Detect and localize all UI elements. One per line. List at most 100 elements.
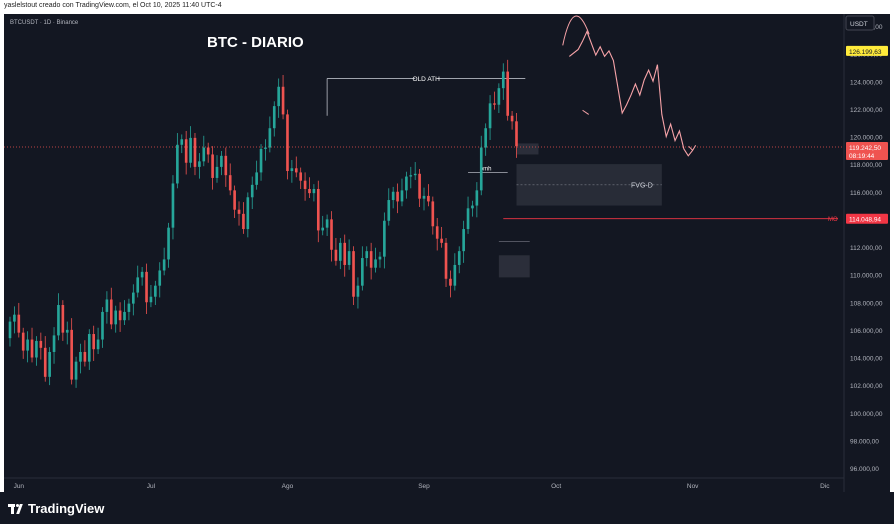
- candle-body: [440, 238, 443, 243]
- candle-body: [484, 128, 487, 148]
- upper-zone: [516, 143, 539, 155]
- candle-body: [65, 329, 69, 333]
- candle-body: [30, 339, 34, 358]
- x-tick-label: Oct: [551, 483, 561, 490]
- candle-body: [453, 264, 457, 286]
- candle-body: [206, 147, 210, 155]
- candle-body: [180, 139, 184, 145]
- candle-body: [114, 310, 118, 325]
- target-price-badge: 126.199,63: [849, 49, 882, 56]
- candle-body: [123, 311, 126, 321]
- candle-body: [149, 296, 153, 303]
- candle-body: [506, 71, 510, 116]
- candle-body: [422, 195, 426, 199]
- currency-badge: [845, 15, 875, 31]
- candle-body: [17, 314, 21, 333]
- candle-body: [70, 329, 73, 380]
- candle-body: [431, 201, 435, 227]
- credit-text: yaslelstout creado con TradingView.com, …: [4, 2, 222, 9]
- pmh-label: pmh: [480, 166, 492, 172]
- candle-body: [255, 172, 258, 185]
- fvg-label: FVG-D: [631, 183, 653, 190]
- candle-body: [193, 137, 197, 167]
- candle-body: [145, 271, 148, 303]
- candle-body: [131, 292, 135, 304]
- candle-body: [61, 305, 65, 333]
- candle-body: [35, 340, 38, 358]
- candle-body: [294, 168, 298, 173]
- candle-body: [250, 184, 254, 198]
- candle-body: [325, 219, 329, 228]
- currency-label: USDT: [850, 21, 868, 28]
- candle-body: [26, 339, 29, 351]
- candle-body: [228, 175, 232, 191]
- y-tick-label: 120.000,00: [850, 135, 883, 142]
- candle-body: [21, 332, 25, 351]
- y-tick-label: 124.000,00: [850, 79, 883, 86]
- candle-body: [396, 191, 399, 202]
- x-tick-label: Nov: [687, 483, 699, 490]
- y-tick-label: 102.000,00: [850, 383, 883, 390]
- candle-body: [277, 86, 280, 107]
- candle-body: [457, 251, 461, 265]
- mo-price-badge-bg: [846, 213, 888, 224]
- candle-body: [352, 251, 355, 297]
- target-price-badge-bg: [846, 45, 888, 56]
- chart-panel[interactable]: BTCUSDT · 1D · Binance BTC - DIARIO 96.000…: [4, 14, 890, 492]
- candle-body: [497, 88, 501, 105]
- candle-body: [435, 226, 439, 239]
- candle-body: [361, 258, 364, 286]
- candle-body: [224, 155, 228, 176]
- candle-body: [268, 128, 272, 148]
- candle-body: [444, 242, 448, 279]
- candle-body: [105, 299, 109, 312]
- candle-body: [321, 227, 325, 231]
- projection-arc: [562, 15, 590, 46]
- candle-body: [409, 175, 413, 177]
- price-chart[interactable]: BTCUSDT · 1D · Binance BTC - DIARIO 96.000…: [4, 14, 890, 492]
- tradingview-logo[interactable]: TradingView: [8, 501, 104, 516]
- old-ath-label-bg: [415, 73, 438, 83]
- x-tick-label: Sep: [418, 483, 430, 490]
- candle-body: [189, 137, 192, 163]
- candle-body: [220, 155, 223, 167]
- candle-body: [290, 168, 294, 172]
- candle-body: [316, 188, 320, 231]
- candle-body: [233, 190, 236, 210]
- candle-body: [501, 71, 505, 89]
- candle-body: [308, 188, 311, 194]
- candle-body: [202, 147, 206, 162]
- y-tick-label: 96.000,00: [850, 466, 879, 473]
- candle-body: [83, 351, 87, 362]
- y-tick-label: 112.000,00: [850, 245, 882, 252]
- x-tick-label: Jul: [147, 483, 156, 490]
- candle-body: [471, 205, 474, 209]
- candle-body: [475, 190, 479, 206]
- candle-body: [462, 229, 465, 252]
- y-tick-label: 98.000,00: [850, 438, 879, 445]
- y-tick-label: 118.000,00: [850, 162, 882, 169]
- candle-body: [158, 270, 162, 286]
- candle-body: [369, 251, 373, 268]
- projection-arrow: [688, 145, 697, 152]
- y-tick-label: 108.000,00: [850, 300, 883, 307]
- lower-zone: [498, 255, 530, 278]
- candle-body: [466, 208, 470, 230]
- candle-body: [418, 173, 421, 199]
- candle-body: [48, 351, 51, 377]
- candle-body: [334, 249, 338, 261]
- x-tick-label: Jun: [14, 483, 25, 490]
- candle-body: [356, 285, 360, 297]
- candle-body: [510, 115, 514, 122]
- candle-body: [400, 190, 404, 202]
- candle-body: [96, 339, 100, 350]
- candle-body: [343, 242, 347, 265]
- candle-body: [140, 271, 144, 278]
- candle-body: [272, 106, 276, 129]
- candle-body: [312, 188, 316, 194]
- candle-body: [488, 103, 492, 129]
- candle-body: [374, 259, 377, 268]
- candle-body: [109, 299, 113, 325]
- candle-body: [286, 114, 289, 172]
- candle-body: [378, 256, 382, 260]
